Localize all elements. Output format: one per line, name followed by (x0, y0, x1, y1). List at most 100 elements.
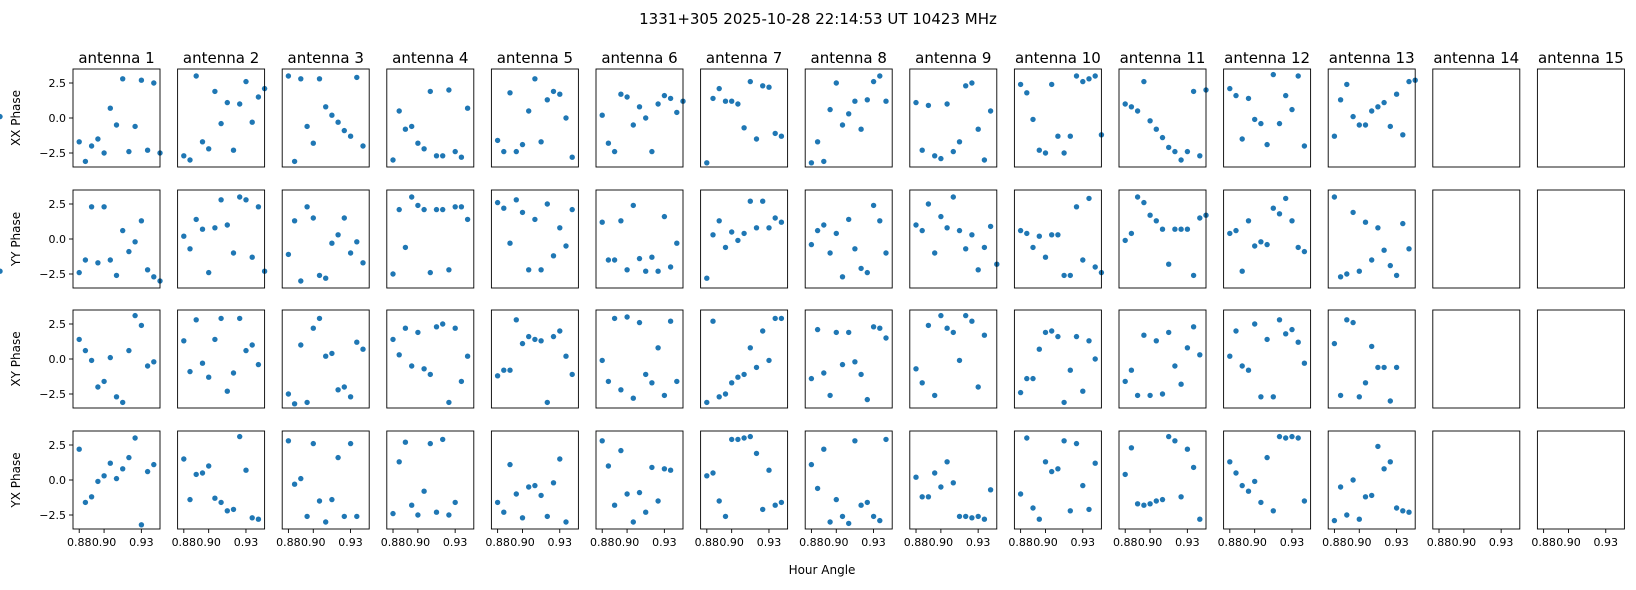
data-point (1350, 209, 1356, 216)
data-point (193, 471, 199, 478)
data-point (821, 446, 827, 452)
data-point (557, 225, 563, 231)
x-tick-label: 0.90 (301, 536, 326, 549)
x-tick-label: 0.88 (67, 536, 92, 549)
data-point (605, 257, 612, 263)
data-point (1344, 512, 1350, 518)
subplot-frame (1327, 430, 1416, 530)
data-point (1024, 435, 1030, 441)
data-point (1042, 150, 1049, 156)
data-point (1128, 230, 1135, 237)
data-point (636, 319, 643, 326)
data-point (981, 244, 988, 251)
data-point (126, 347, 132, 354)
data-point (1289, 106, 1295, 113)
data-point (1073, 73, 1080, 79)
data-point (132, 435, 138, 441)
data-point (1042, 329, 1049, 336)
data-point (144, 147, 151, 153)
data-point (766, 467, 772, 473)
data-point (969, 515, 975, 521)
data-point (335, 454, 341, 461)
data-point (655, 268, 661, 274)
antenna-title: antenna 13 (1329, 49, 1415, 67)
data-point (310, 215, 316, 221)
data-point (76, 269, 82, 276)
data-point (409, 363, 415, 369)
data-point (132, 312, 138, 319)
data-point (212, 495, 218, 501)
data-point (255, 361, 262, 368)
data-point (354, 513, 360, 520)
data-point (821, 370, 827, 376)
antenna-title: antenna 15 (1538, 49, 1624, 67)
subplot-frame (386, 430, 475, 530)
x-tick-label: 0.93 (443, 536, 468, 549)
data-point (1239, 482, 1245, 489)
data-point (1239, 268, 1245, 274)
data-point (1036, 233, 1043, 239)
data-point (501, 367, 507, 373)
data-point (1147, 501, 1153, 507)
data-point (1369, 257, 1375, 263)
data-point (1024, 230, 1030, 237)
subplot-frame (281, 309, 370, 409)
data-point (1406, 509, 1412, 515)
data-point (624, 314, 630, 320)
data-point (421, 488, 427, 494)
data-point (938, 312, 944, 319)
data-point (1073, 333, 1080, 340)
data-point (870, 513, 877, 520)
data-point (778, 499, 785, 506)
data-point (716, 85, 722, 92)
antenna-title: antenna 1 (78, 49, 154, 67)
data-point (440, 206, 446, 213)
data-point (1092, 264, 1098, 270)
x-tick-label: 0.90 (719, 536, 744, 549)
data-point (1375, 225, 1381, 231)
data-point (113, 272, 120, 279)
data-point (950, 480, 956, 486)
data-point (808, 461, 815, 468)
data-point (605, 378, 612, 385)
data-point (1061, 399, 1067, 406)
data-point (507, 240, 513, 246)
x-tick-label: 0.90 (1556, 536, 1581, 549)
data-point (298, 76, 304, 82)
data-point (206, 463, 212, 469)
data-point (113, 394, 120, 400)
antenna-title: antenna 12 (1224, 49, 1310, 67)
data-point (1295, 339, 1301, 345)
data-point (218, 120, 224, 127)
x-tick-label: 0.90 (824, 536, 849, 549)
data-point (199, 470, 206, 476)
data-point (458, 378, 465, 385)
data-point (1331, 517, 1338, 524)
data-point (778, 219, 785, 225)
antenna-title: antenna 10 (1015, 49, 1101, 67)
data-point (1036, 147, 1043, 153)
data-point (310, 325, 316, 331)
data-point (1172, 438, 1178, 444)
data-point (243, 197, 249, 203)
data-point (409, 123, 415, 130)
data-point (778, 315, 785, 322)
x-tick-label: 0.93 (757, 536, 782, 549)
data-point (1024, 90, 1030, 96)
data-point (433, 509, 440, 515)
data-point (151, 274, 157, 280)
data-point (839, 513, 846, 520)
x-tick-label: 0.90 (615, 536, 640, 549)
data-point (1270, 71, 1277, 78)
subplot-frame (72, 309, 161, 409)
data-point (206, 146, 212, 152)
data-point (1369, 492, 1375, 499)
data-point (138, 522, 145, 528)
data-point (839, 274, 846, 280)
data-point (963, 312, 969, 319)
data-point (1147, 392, 1153, 399)
data-point (1264, 454, 1270, 461)
data-point (1197, 153, 1203, 159)
data-point (532, 216, 538, 223)
subplot-frame (804, 430, 893, 530)
